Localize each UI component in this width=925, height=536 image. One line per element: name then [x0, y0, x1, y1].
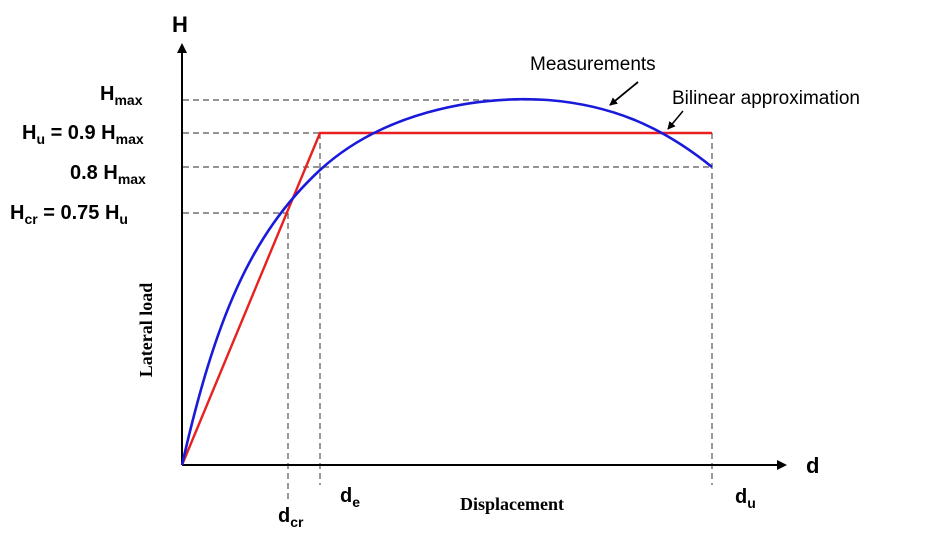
label-dcr: dcr — [278, 505, 304, 530]
bilinear-pointer — [667, 110, 684, 130]
label-hcr: Hcr = 0.75 Hu — [10, 202, 128, 227]
y-axis-title: Lateral load — [136, 283, 156, 378]
label-de: de — [340, 485, 360, 510]
label-hmax: Hmax — [100, 83, 143, 108]
measurements-annotation: Measurements — [530, 54, 656, 75]
label-h08: 0.8 Hmax — [70, 162, 146, 187]
label-du: du — [735, 486, 756, 511]
x-axis-title: Displacement — [460, 494, 564, 514]
label-hu: Hu = 0.9 Hmax — [22, 122, 144, 147]
y-axis-symbol: H — [172, 12, 188, 37]
x-axis-symbol: d — [806, 453, 819, 478]
measurements-curve — [180, 98, 713, 466]
guide-lines — [183, 99, 713, 500]
bilinear-annotation: Bilinear approximation — [672, 88, 860, 109]
measurements-pointer — [609, 81, 639, 106]
bilinear-approximation-line — [180, 131, 712, 466]
